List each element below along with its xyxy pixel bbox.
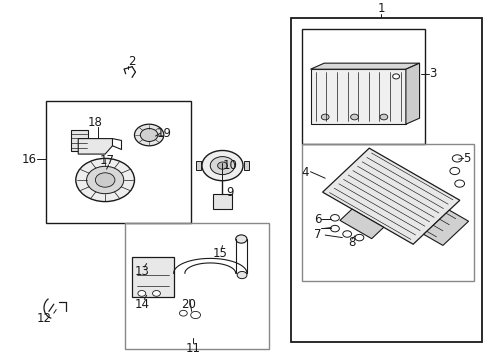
Bar — [290, 18, 481, 342]
Text: 3: 3 — [428, 67, 436, 80]
Circle shape — [235, 235, 246, 243]
Text: 14: 14 — [134, 298, 149, 311]
Circle shape — [330, 225, 339, 232]
Circle shape — [392, 74, 399, 79]
Text: 11: 11 — [185, 342, 200, 355]
Circle shape — [217, 162, 227, 169]
Text: 7: 7 — [313, 228, 321, 240]
Polygon shape — [405, 63, 419, 124]
Text: 16: 16 — [22, 153, 37, 166]
Circle shape — [86, 166, 123, 194]
Circle shape — [330, 215, 339, 221]
Polygon shape — [71, 130, 88, 151]
Polygon shape — [310, 63, 419, 69]
Circle shape — [449, 167, 459, 175]
Polygon shape — [78, 139, 112, 154]
Polygon shape — [423, 210, 468, 246]
Bar — [302, 144, 473, 281]
Circle shape — [454, 180, 464, 187]
Circle shape — [342, 231, 351, 237]
Polygon shape — [212, 194, 232, 209]
Polygon shape — [310, 69, 405, 124]
Polygon shape — [132, 257, 173, 297]
Text: 20: 20 — [181, 298, 195, 311]
Text: 2: 2 — [128, 55, 136, 68]
Circle shape — [179, 310, 187, 316]
Text: 17: 17 — [100, 154, 115, 167]
Circle shape — [190, 311, 200, 319]
Circle shape — [350, 114, 358, 120]
Circle shape — [451, 155, 461, 162]
Circle shape — [95, 173, 115, 187]
Circle shape — [237, 271, 246, 279]
Polygon shape — [322, 148, 459, 244]
Text: 5: 5 — [462, 152, 470, 165]
Circle shape — [134, 124, 163, 146]
Text: 18: 18 — [88, 116, 102, 129]
Circle shape — [76, 158, 134, 202]
Text: 9: 9 — [225, 186, 233, 199]
Text: 12: 12 — [37, 312, 51, 325]
Circle shape — [202, 150, 243, 181]
Polygon shape — [339, 209, 383, 239]
Circle shape — [321, 114, 328, 120]
Bar — [302, 29, 425, 144]
Text: 4: 4 — [301, 166, 309, 179]
Text: 6: 6 — [313, 213, 321, 226]
Circle shape — [140, 129, 158, 141]
Polygon shape — [195, 161, 201, 170]
Text: 10: 10 — [222, 159, 237, 172]
Circle shape — [152, 291, 160, 296]
Text: 19: 19 — [156, 127, 171, 140]
Polygon shape — [243, 161, 249, 170]
Bar — [124, 223, 268, 349]
Bar — [46, 101, 190, 223]
Text: 8: 8 — [347, 237, 355, 249]
Text: 13: 13 — [134, 265, 149, 278]
Circle shape — [379, 114, 387, 120]
Circle shape — [210, 157, 234, 175]
Text: 15: 15 — [212, 247, 227, 260]
Text: 1: 1 — [377, 3, 385, 15]
Circle shape — [354, 234, 363, 241]
Circle shape — [138, 291, 145, 296]
